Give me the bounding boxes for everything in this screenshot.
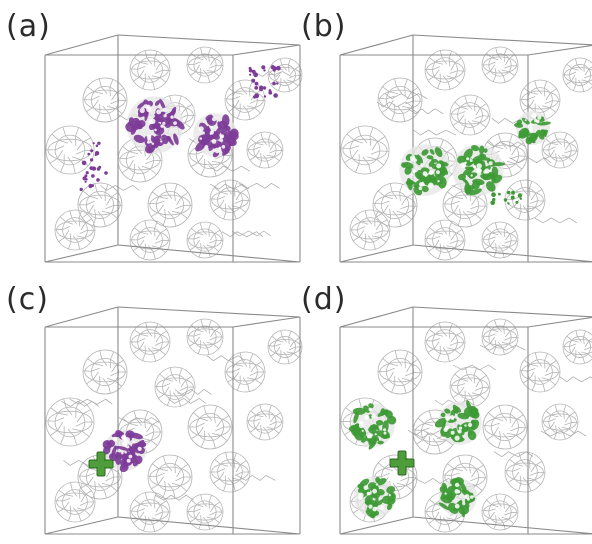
panel-label-d: (d) bbox=[301, 282, 347, 317]
fullerene-cage-icon bbox=[224, 79, 266, 121]
fullerene-cage-icon bbox=[129, 219, 171, 261]
orbital-density-blob bbox=[193, 113, 239, 158]
fullerene-cage-icon bbox=[209, 451, 251, 493]
fullerene-cage-icon bbox=[504, 179, 546, 221]
cube-outline-icon bbox=[44, 34, 301, 263]
fullerene-cage-icon bbox=[246, 403, 284, 441]
fullerene-cage-icon bbox=[424, 321, 466, 363]
fullerene-cage-icon bbox=[377, 77, 423, 123]
cube-outline-icon bbox=[339, 34, 592, 263]
fullerene-cage-icon bbox=[129, 491, 171, 533]
orbital-density-specks bbox=[79, 141, 108, 192]
fullerene-cage-icon bbox=[186, 46, 224, 84]
fullerene-cage-icon bbox=[519, 351, 561, 393]
fullerene-cage-icon bbox=[267, 57, 303, 93]
fullerene-cage-icon bbox=[449, 366, 491, 408]
panel-a bbox=[44, 34, 303, 263]
fullerene-cage-icon bbox=[129, 321, 171, 363]
panel-d bbox=[339, 306, 592, 535]
fullerene-cage-icon bbox=[449, 94, 491, 136]
fullerene-cage-icon bbox=[340, 125, 390, 175]
fullerene-cage-icon bbox=[372, 182, 418, 228]
fullerene-cage-icon bbox=[77, 182, 123, 228]
fullerene-cage-icon bbox=[147, 182, 193, 228]
plus-icon bbox=[88, 451, 114, 477]
fullerene-cage-icon bbox=[186, 493, 224, 531]
fullerene-cage-icon bbox=[377, 349, 423, 395]
fullerene-cage-icon bbox=[267, 329, 303, 365]
fullerene-cage-icon bbox=[82, 349, 128, 395]
panel-c bbox=[44, 306, 303, 535]
panel-label-a: (a) bbox=[6, 9, 51, 44]
fullerene-cage-icon bbox=[154, 366, 196, 408]
orbital-density-specks bbox=[490, 190, 523, 206]
fullerene-cage-icon bbox=[129, 49, 171, 91]
orbital-density-blob bbox=[438, 477, 477, 518]
fullerene-cage-icon bbox=[562, 57, 592, 93]
orbital-density-blob bbox=[348, 403, 397, 450]
fullerene-cage-icon bbox=[562, 329, 592, 365]
fullerene-cage-icon bbox=[504, 451, 546, 493]
fullerene-cage-icon bbox=[481, 221, 519, 259]
fullerene-cage-icon bbox=[54, 209, 96, 251]
fullerene-cage-icon bbox=[482, 404, 528, 450]
orbital-density-blob bbox=[399, 144, 451, 196]
fullerene-cage-icon bbox=[224, 351, 266, 393]
fullerene-cage-icon bbox=[481, 46, 519, 84]
plus-icon bbox=[389, 450, 415, 476]
orbital-density-blob bbox=[354, 476, 396, 519]
fullerene-cage-icon bbox=[209, 179, 251, 221]
orbital-density-blob bbox=[434, 400, 482, 445]
fullerene-cage-icon bbox=[349, 209, 391, 251]
fullerene-cage-icon bbox=[424, 219, 466, 261]
fullerene-cage-icon bbox=[186, 318, 224, 356]
fullerene-cage-icon bbox=[54, 481, 96, 523]
orbital-density-blob bbox=[102, 429, 147, 473]
orbital-density-blob bbox=[452, 144, 506, 196]
fullerene-cage-icon bbox=[82, 77, 128, 123]
fullerene-cage-icon bbox=[481, 493, 519, 531]
fullerene-cage-icon bbox=[246, 131, 284, 169]
fullerene-cage-icon bbox=[45, 125, 95, 175]
cube-outline-icon bbox=[339, 306, 592, 535]
panel-b bbox=[339, 34, 592, 263]
fullerene-cage-icon bbox=[481, 318, 519, 356]
fullerene-cage-icon bbox=[424, 49, 466, 91]
fullerene-cage-icon bbox=[187, 404, 233, 450]
fullerene-cage-icon bbox=[541, 131, 579, 169]
side-chain-sticks bbox=[376, 93, 577, 224]
cube-outline-icon bbox=[44, 306, 301, 535]
orbital-density-blob bbox=[514, 110, 551, 146]
orbital-density-specks bbox=[248, 65, 281, 99]
fullerene-cage-icon bbox=[147, 454, 193, 500]
orbital-density-blob bbox=[125, 96, 185, 154]
panel-label-b: (b) bbox=[301, 9, 347, 44]
panel-label-c: (c) bbox=[6, 282, 49, 317]
fullerene-cage-icon bbox=[541, 403, 579, 441]
